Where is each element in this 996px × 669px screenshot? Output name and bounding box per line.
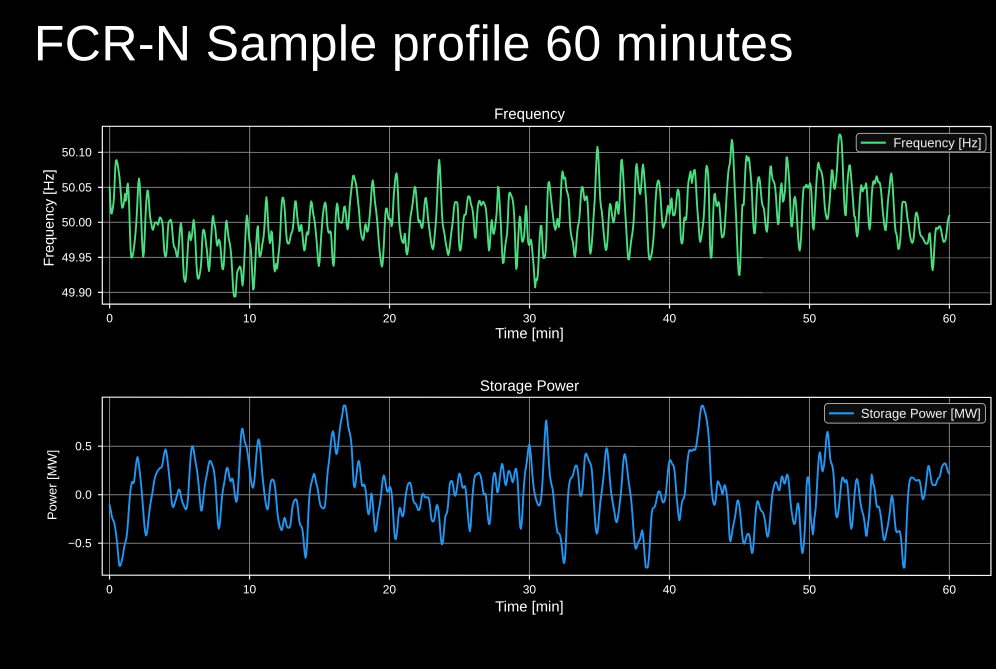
svg-text:Power [MW]: Power [MW] — [45, 450, 60, 520]
svg-text:49.95: 49.95 — [62, 250, 92, 264]
svg-text:Frequency: Frequency — [494, 106, 565, 123]
svg-text:60: 60 — [943, 312, 957, 326]
svg-text:40: 40 — [663, 583, 677, 597]
svg-text:Storage Power [MW]: Storage Power [MW] — [861, 406, 981, 421]
svg-text:50.00: 50.00 — [62, 215, 92, 229]
svg-text:FCR-N Sample profile 60 minute: FCR-N Sample profile 60 minutes — [34, 15, 794, 71]
svg-text:10: 10 — [243, 311, 257, 325]
svg-text:30: 30 — [523, 583, 537, 597]
svg-text:60: 60 — [943, 583, 957, 597]
svg-text:10: 10 — [243, 582, 257, 596]
svg-text:Time [min]: Time [min] — [495, 599, 564, 615]
svg-text:Frequency [Hz]: Frequency [Hz] — [893, 135, 981, 150]
svg-text:50: 50 — [803, 311, 817, 325]
svg-text:−0.5: −0.5 — [68, 536, 92, 550]
svg-text:Time [min]: Time [min] — [495, 326, 564, 342]
svg-text:0.5: 0.5 — [75, 439, 92, 453]
svg-text:Frequency [Hz]: Frequency [Hz] — [42, 169, 58, 266]
svg-text:0: 0 — [106, 311, 113, 325]
svg-text:0: 0 — [106, 582, 113, 596]
svg-text:50.10: 50.10 — [62, 145, 92, 159]
svg-text:0.0: 0.0 — [75, 488, 92, 502]
svg-text:20: 20 — [383, 311, 397, 325]
svg-text:20: 20 — [383, 582, 397, 596]
svg-text:50: 50 — [803, 583, 817, 597]
svg-text:49.90: 49.90 — [62, 285, 92, 299]
svg-text:50.05: 50.05 — [62, 180, 92, 194]
svg-text:Storage Power: Storage Power — [480, 378, 579, 395]
svg-text:40: 40 — [663, 311, 677, 325]
svg-text:30: 30 — [523, 311, 537, 325]
